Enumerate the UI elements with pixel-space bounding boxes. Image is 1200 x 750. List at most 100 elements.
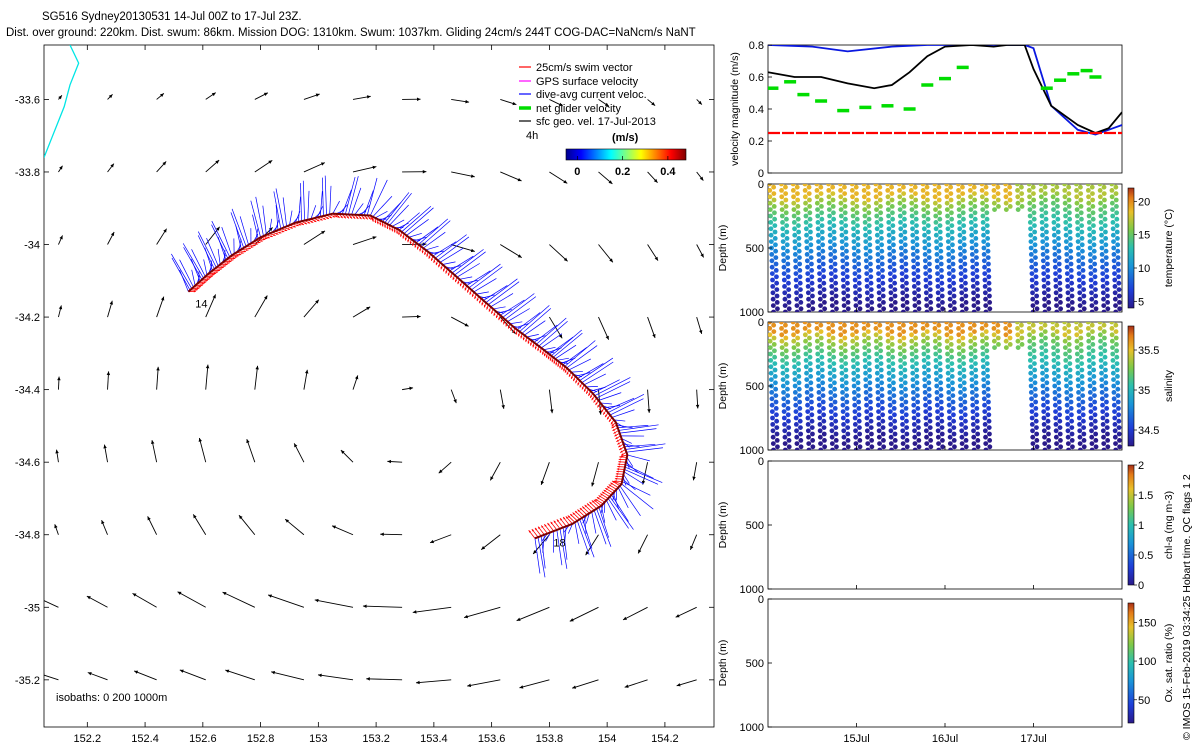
salinity-sample [1057, 406, 1062, 411]
salinity-sample [888, 441, 894, 446]
swim-vector-head [563, 368, 566, 372]
salinity-sample [768, 345, 773, 350]
salinity-sample [887, 396, 893, 402]
swim-vector-head [213, 272, 217, 275]
swim-vector [528, 530, 536, 539]
temperature-sample [1077, 296, 1083, 302]
salinity-sample [885, 332, 891, 338]
salinity-sample [1101, 447, 1107, 450]
salinity-sample [856, 412, 862, 418]
temperature-sample [794, 303, 800, 308]
temperature-sample [852, 277, 858, 283]
geo-vector [205, 92, 216, 100]
geo-vector-head [320, 162, 325, 166]
dac-vector [250, 200, 261, 238]
salinity-sample [1099, 377, 1105, 382]
temperature-sample [886, 232, 892, 238]
salinity-sample [841, 434, 847, 440]
temperature-sample [1031, 204, 1037, 209]
salinity-sample [826, 338, 832, 344]
salinity-sample [1115, 386, 1121, 392]
salinity-sample [876, 409, 881, 414]
salinity-sample [926, 374, 932, 379]
swim-vector-head [395, 231, 399, 234]
temperature-sample [934, 258, 940, 264]
temperature-sample [770, 290, 776, 296]
temperature-sample [838, 200, 844, 206]
dac-vector [239, 216, 249, 245]
dac-vector [576, 520, 590, 555]
temperature-sample [865, 191, 871, 197]
geo-vector [450, 389, 457, 404]
swim-vector-head [416, 247, 419, 250]
dac-vector [366, 177, 378, 216]
salinity-sample [866, 354, 872, 360]
geo-vector-head [215, 160, 220, 164]
salinity-sample [949, 348, 954, 354]
salinity-sample [821, 425, 827, 430]
salinity-sample [879, 386, 885, 392]
geo-vector [107, 94, 113, 100]
temperature-sample [802, 194, 808, 200]
temperature-sample [996, 204, 1001, 209]
salinity-sample [957, 377, 963, 382]
geo-vector-head [317, 673, 322, 678]
salinity-sample [959, 441, 965, 446]
temperature-sample [934, 264, 940, 270]
temperature-sample [1052, 264, 1058, 270]
swim-vector-head [464, 288, 467, 291]
geo-vector [480, 534, 501, 551]
swim-vector-head [522, 337, 525, 341]
salinity-sample [912, 428, 917, 434]
header-line2: Dist. over ground: 220km. Dist. swum: 86… [6, 27, 696, 39]
temperature-sample [1075, 226, 1081, 232]
temperature-sample [768, 184, 772, 187]
temperature-sample [774, 274, 779, 280]
dac-vector [310, 205, 317, 220]
temperature-sample [866, 216, 872, 222]
temperature-sample [926, 248, 932, 254]
map-xtick-label: 152.8 [247, 733, 275, 745]
salinity-sample [926, 367, 931, 373]
temperature-sample [1102, 210, 1108, 216]
temperature-sample [981, 258, 987, 264]
salinity-sample [887, 390, 893, 395]
swim-vector-head [618, 460, 621, 463]
temperature-sample [1055, 204, 1060, 209]
temperature-sample [1114, 210, 1120, 216]
swim-vector-head [532, 345, 535, 348]
swim-vector-head [617, 442, 620, 445]
salinity-sample [802, 326, 808, 331]
temperature-sample [845, 293, 851, 299]
temperature-sample [899, 271, 905, 276]
salinity-sample [852, 396, 857, 402]
geo-vector-head [651, 101, 656, 106]
salinity-sample [1066, 322, 1072, 328]
oxygen-ylabel: Depth (m) [717, 640, 729, 687]
geo-vector-shaft [156, 296, 165, 318]
temperature-sample [865, 303, 871, 308]
temperature-sample [1039, 226, 1045, 232]
salinity-sample [774, 412, 779, 418]
temperature-sample [926, 242, 932, 248]
temperature-sample [851, 226, 856, 232]
salinity-sample [844, 412, 850, 418]
dac-vector [231, 208, 247, 247]
dac-vector [382, 202, 402, 222]
salinity-sample [854, 342, 860, 347]
salinity-sample [768, 338, 773, 344]
temperature-sample [949, 216, 955, 222]
temperature-sample [1038, 188, 1044, 193]
temperature-sample [911, 258, 916, 264]
geo-vector-head [416, 97, 421, 102]
temperature-sample [904, 293, 910, 299]
salinity-sample [781, 415, 787, 421]
salinity-sample [1057, 431, 1063, 437]
swim-vector-head [614, 434, 617, 437]
temperature-sample [792, 252, 798, 257]
swim-vector [615, 475, 624, 478]
temperature-sample [818, 191, 824, 197]
temperature-sample [902, 236, 908, 241]
dac-vector [611, 494, 629, 522]
geo-vector [205, 294, 217, 318]
